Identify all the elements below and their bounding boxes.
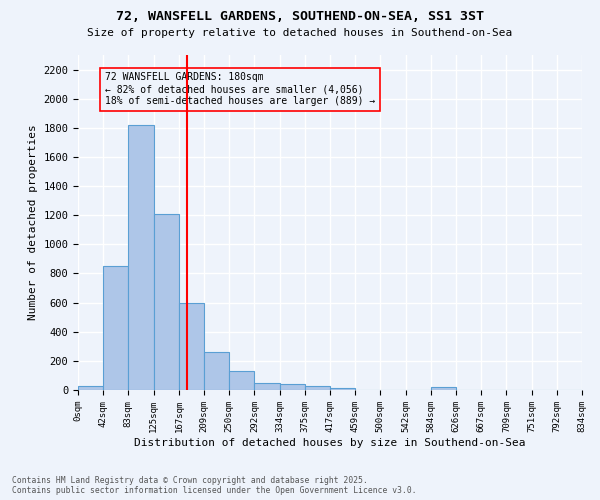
Y-axis label: Number of detached properties: Number of detached properties [28,124,38,320]
Text: 72 WANSFELL GARDENS: 180sqm
← 82% of detached houses are smaller (4,056)
18% of : 72 WANSFELL GARDENS: 180sqm ← 82% of det… [105,72,376,106]
Bar [305,386,330,390]
Bar [179,302,205,390]
Bar [103,266,128,390]
Bar [431,387,457,390]
Bar [330,388,355,390]
Bar [205,352,229,390]
Text: 72, WANSFELL GARDENS, SOUTHEND-ON-SEA, SS1 3ST: 72, WANSFELL GARDENS, SOUTHEND-ON-SEA, S… [116,10,484,23]
Bar [229,371,254,390]
Bar [254,382,280,390]
Text: Contains HM Land Registry data © Crown copyright and database right 2025.
Contai: Contains HM Land Registry data © Crown c… [12,476,416,495]
Bar [280,384,305,390]
Bar [128,125,154,390]
Text: Size of property relative to detached houses in Southend-on-Sea: Size of property relative to detached ho… [88,28,512,38]
Bar [78,386,103,390]
X-axis label: Distribution of detached houses by size in Southend-on-Sea: Distribution of detached houses by size … [134,438,526,448]
Bar [154,214,179,390]
